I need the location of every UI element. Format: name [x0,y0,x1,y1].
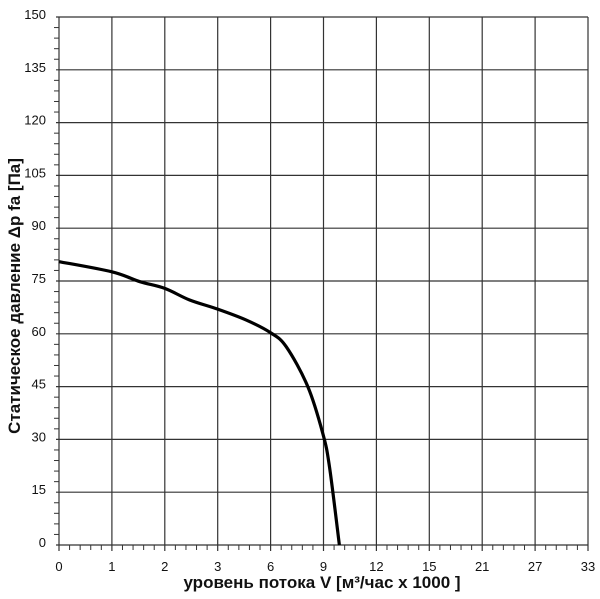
x-axis-label: уровень потока V [м³/час x 1000 ] [183,573,460,592]
x-tick-label: 21 [475,559,489,574]
x-tick-label: 6 [267,559,274,574]
y-tick-label: 75 [32,271,46,286]
y-tick-label: 15 [32,482,46,497]
x-tick-label: 33 [581,559,595,574]
y-tick-label: 45 [32,377,46,392]
y-tick-label: 90 [32,218,46,233]
ticks [54,27,578,550]
x-tick-label: 15 [422,559,436,574]
y-tick-label: 150 [24,7,46,22]
y-tick-label: 120 [24,113,46,128]
x-tick-label: 27 [528,559,542,574]
x-tick-label: 3 [214,559,221,574]
y-tick-label: 105 [24,165,46,180]
x-tick-label: 12 [369,559,383,574]
y-axis-label: Статическое давление Δp fa [Па] [5,158,24,434]
grid [56,16,589,551]
series-line [58,260,341,546]
y-tick-label: 60 [32,324,46,339]
tick-labels: 0 1 2 3 6 9 12 15 21 27 33015304560759010512013515… [24,7,595,574]
y-tick-label: 30 [32,429,46,444]
x-tick-label: 0 [55,559,62,574]
x-tick-label: 1 [108,559,115,574]
x-tick-label: 2 [161,559,168,574]
x-tick-label: 9 [320,559,327,574]
y-tick-label: 135 [24,60,46,75]
y-tick-label: 0 [39,535,46,550]
